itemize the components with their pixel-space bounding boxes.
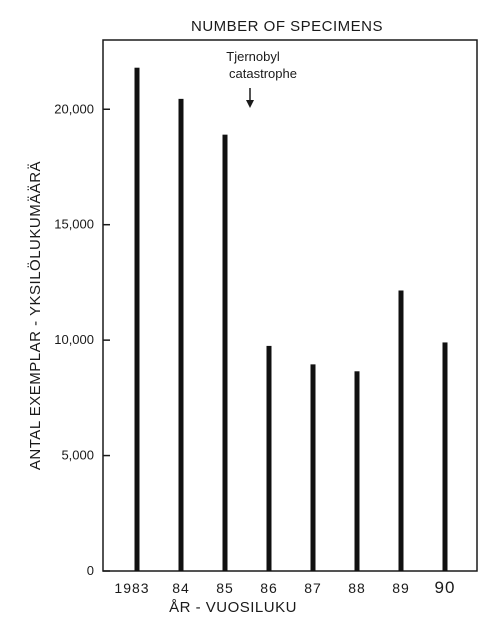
annotation-label-line-1: Tjernobyl	[226, 49, 280, 64]
y-tick-label: 5,000	[61, 448, 94, 463]
y-tick-label: 20,000	[54, 101, 94, 116]
bar-90	[442, 342, 448, 571]
y-tick-label: 10,000	[54, 332, 94, 347]
bar-89	[398, 290, 404, 571]
bar-87	[310, 364, 316, 571]
y-axis-title: ANTAL EXEMPLAR - YKSILÖLUKUMÄÄRÄ	[26, 161, 44, 470]
bar-84	[178, 98, 184, 572]
x-tick-label: 89	[392, 580, 410, 596]
x-tick-label: 90	[435, 578, 456, 597]
y-tick-label: 15,000	[54, 217, 94, 232]
bar-88	[354, 371, 360, 571]
x-tick-label: 1983	[114, 580, 149, 596]
plot-frame	[102, 39, 478, 572]
x-tick-label: 84	[172, 580, 190, 596]
x-tick-label: 85	[216, 580, 234, 596]
x-tick-label: 86	[260, 580, 278, 596]
x-tick-label: 87	[304, 580, 322, 596]
bar-86	[266, 345, 272, 571]
annotation-label-line-2: catastrophe	[229, 66, 297, 81]
x-tick-label: 88	[348, 580, 366, 596]
annotation-arrow	[246, 88, 254, 108]
chart-title: NUMBER OF SPECIMENS	[191, 18, 383, 35]
y-tick-label: 0	[87, 563, 94, 578]
bar-1983	[134, 67, 140, 571]
bar-85	[222, 134, 228, 571]
x-axis-title: ÅR - VUOSILUKU	[169, 599, 297, 616]
